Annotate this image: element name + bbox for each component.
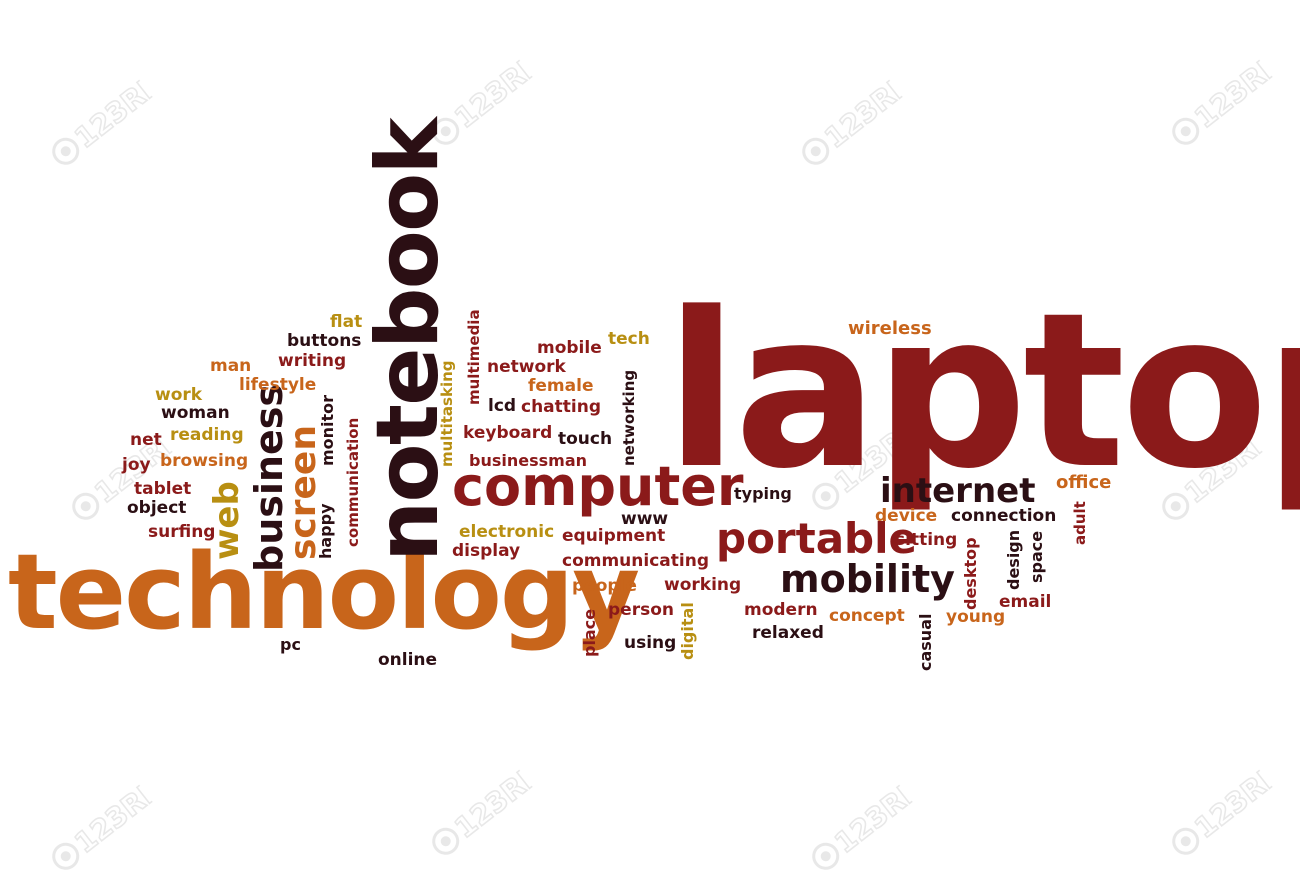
- word-computer: computer: [452, 455, 744, 518]
- word-connection: connection: [951, 506, 1057, 526]
- word-electronic: electronic: [459, 522, 555, 542]
- watermark-text: 123RF: [828, 773, 923, 860]
- word-using: using: [624, 633, 677, 653]
- word-tablet: tablet: [134, 479, 192, 499]
- watermark: 123RF: [35, 65, 168, 183]
- camera-lens-icon: 123RF: [52, 67, 168, 165]
- word-web: web: [207, 481, 247, 560]
- word-woman: woman: [161, 403, 230, 423]
- word-cloud: 123RF 123RF 123RF 123RF 123RF 123RF 123RF 123RF…: [8, 45, 1300, 870]
- word-adult: adult: [1071, 501, 1089, 545]
- word-technology: technology: [8, 531, 640, 653]
- word-surfing: surfing: [148, 522, 216, 542]
- word-keyboard: keyboard: [463, 423, 553, 443]
- word-browsing: browsing: [160, 451, 249, 471]
- word-lcd: lcd: [488, 396, 517, 416]
- word-touch: touch: [558, 429, 613, 449]
- word-concept: concept: [829, 606, 905, 626]
- camera-lens-icon: 123RF: [52, 772, 168, 870]
- word-display: display: [452, 541, 521, 561]
- word-space: space: [1027, 530, 1046, 583]
- watermark-text: 123RF: [448, 48, 543, 135]
- word-working: working: [664, 575, 742, 595]
- word-internet: internet: [880, 471, 1036, 511]
- word-joy: joy: [122, 455, 151, 475]
- watermark: 123RF: [35, 770, 168, 888]
- word-typing: typing: [734, 484, 792, 503]
- word-communication: communication: [344, 417, 362, 547]
- word-place: place: [580, 608, 599, 657]
- word-work: work: [155, 385, 203, 405]
- word-desktop: desktop: [961, 537, 980, 610]
- word-young: young: [946, 607, 1006, 627]
- word-chatting: chatting: [521, 397, 602, 417]
- word-portable: portable: [716, 514, 917, 563]
- word-tech: tech: [608, 329, 650, 349]
- word-man: man: [210, 356, 252, 376]
- word-www: www: [621, 509, 669, 529]
- watermark-text: 123RF: [1188, 758, 1283, 845]
- word-networking: networking: [620, 369, 638, 466]
- word-multimedia: multimedia: [465, 309, 483, 405]
- word-digital: digital: [678, 602, 697, 660]
- word-email: email: [999, 592, 1052, 612]
- word-design: design: [1004, 529, 1023, 590]
- camera-lens-icon: 123RF: [802, 67, 918, 165]
- word-casual: casual: [916, 613, 935, 671]
- word-people: people: [572, 576, 637, 596]
- watermark: 123RF: [415, 755, 548, 873]
- word-object: object: [127, 498, 187, 518]
- word-monitor: monitor: [318, 394, 337, 466]
- word-equipment: equipment: [562, 526, 666, 546]
- word-office: office: [1056, 472, 1112, 493]
- word-online: online: [378, 650, 438, 670]
- word-device: device: [875, 506, 938, 526]
- word-businessman: businessman: [469, 451, 587, 470]
- word-mobility: mobility: [780, 557, 955, 601]
- word-lifestyle: lifestyle: [239, 375, 317, 395]
- camera-lens-icon: 123RF: [432, 757, 548, 855]
- word-happy: happy: [316, 503, 335, 559]
- word-buttons: buttons: [287, 331, 362, 351]
- word-flat: flat: [330, 312, 363, 332]
- word-relaxed: relaxed: [752, 623, 824, 643]
- word-modern: modern: [744, 600, 818, 620]
- word-wireless: wireless: [848, 318, 932, 339]
- word-communicating: communicating: [562, 551, 709, 571]
- watermark-text: 123RF: [1188, 48, 1283, 135]
- watermark-text: 123RF: [448, 758, 543, 845]
- word-multitasking: multitasking: [438, 360, 456, 467]
- word-notebook: notebook: [358, 119, 458, 562]
- camera-lens-icon: 123RF: [812, 772, 928, 870]
- word-laptop: laptop: [665, 267, 1300, 516]
- word-writing: writing: [278, 351, 347, 371]
- watermark-text: 123RF: [68, 773, 163, 860]
- watermark: 123RF: [1155, 755, 1288, 873]
- word-female: female: [528, 376, 594, 396]
- word-mobile: mobile: [537, 338, 602, 358]
- watermark: 123RF: [785, 65, 918, 183]
- word-reading: reading: [170, 425, 244, 445]
- word-sitting: sitting: [895, 530, 958, 550]
- word-net: net: [130, 430, 162, 450]
- watermark: 123RF: [1155, 45, 1288, 163]
- camera-lens-icon: 123RF: [1172, 47, 1288, 145]
- watermark: 123RF: [795, 770, 928, 888]
- watermark-text: 123RF: [68, 68, 163, 155]
- word-network: network: [487, 357, 566, 377]
- watermark-text: 123RF: [818, 68, 913, 155]
- camera-lens-icon: 123RF: [1172, 757, 1288, 855]
- word-pc: pc: [280, 635, 301, 654]
- word-person: person: [608, 600, 674, 620]
